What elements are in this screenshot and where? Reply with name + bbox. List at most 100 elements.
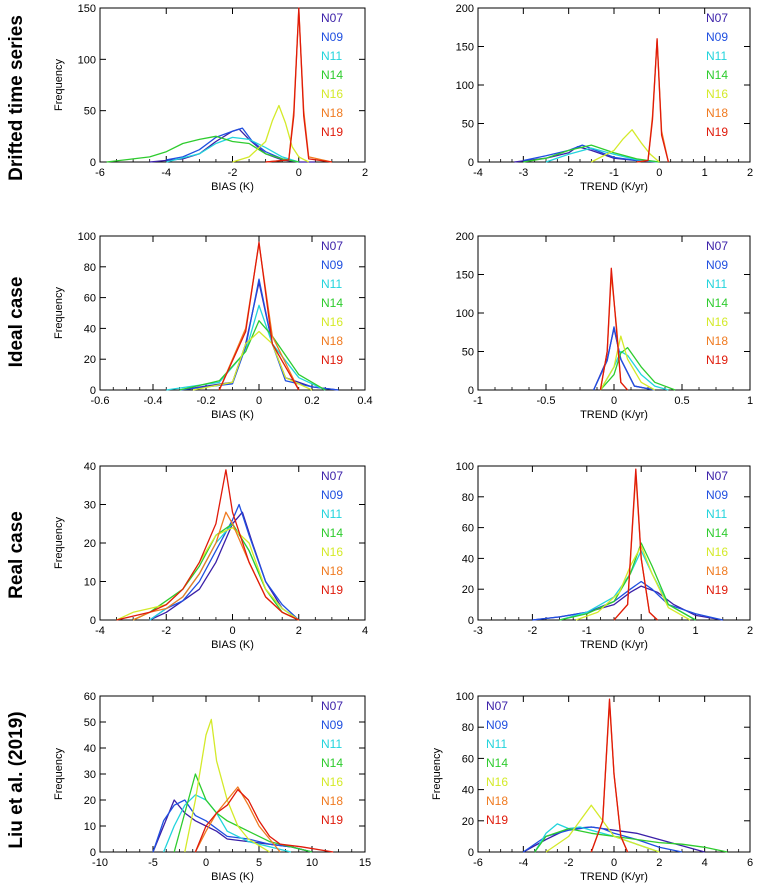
x-tick-label: 2 [362, 167, 368, 179]
series-line-n19 [194, 788, 334, 853]
legend-entry-n19: N19 [321, 583, 343, 597]
x-tick-label: -0.5 [537, 395, 556, 407]
x-tick-label: -3 [518, 167, 528, 179]
chart-panel-7: -10 -5 0 5 10 15 0 10 20 30 40 50 60 BIAS (K) Frequenc… [53, 691, 371, 883]
chart-panel-4: -1 -0.5 0 0.5 1 0 50 100 150 200 TREND (K/yr) N07 N0… [456, 231, 753, 421]
legend-entry-n11: N11 [706, 277, 727, 291]
y-tick-label: 80 [462, 722, 474, 734]
y-tick-label: 0 [90, 615, 96, 627]
y-tick-label: 20 [84, 795, 96, 807]
y-tick-label: 50 [462, 347, 474, 359]
series-line-n16 [192, 330, 313, 391]
legend-entry-n16: N16 [321, 315, 343, 329]
x-tick-label: -6 [473, 857, 483, 869]
series-line-n19 [590, 698, 629, 853]
y-tick-label: 150 [456, 270, 474, 282]
x-tick-label: -4 [473, 167, 483, 179]
x-tick-label: 2 [747, 625, 753, 637]
x-axis-label: TREND (K/yr) [580, 181, 648, 193]
legend-entry-n07: N07 [486, 699, 508, 713]
legend-entry-n11: N11 [706, 49, 727, 63]
y-axis-label: Frequency [53, 59, 65, 111]
legend-entry-n09: N09 [321, 718, 343, 732]
y-tick-label: 200 [456, 231, 474, 243]
legend-entry-n11: N11 [321, 277, 342, 291]
x-tick-label: -4 [95, 625, 105, 637]
y-tick-label: 40 [84, 323, 96, 335]
y-tick-label: 30 [84, 769, 96, 781]
x-tick-label: 0.4 [357, 395, 372, 407]
legend-entry-n11: N11 [321, 507, 342, 521]
y-tick-label: 80 [84, 262, 96, 274]
series-line-n16 [184, 718, 270, 853]
series-line-n11 [162, 794, 291, 853]
series-line-n16 [116, 526, 300, 621]
x-tick-label: 1 [747, 395, 753, 407]
x-tick-label: 4 [702, 857, 708, 869]
legend-entry-n14: N14 [706, 68, 728, 82]
x-tick-label: 0 [256, 395, 262, 407]
x-tick-label: -6 [95, 167, 105, 179]
legend-entry-n11: N11 [706, 507, 727, 521]
legend-entry-n14: N14 [321, 296, 343, 310]
series-line-n09 [149, 503, 300, 621]
x-axis-label: TREND (K/yr) [580, 639, 648, 651]
x-tick-label: 0 [638, 625, 644, 637]
y-tick-label: 100 [456, 308, 474, 320]
series-line-n18 [613, 473, 658, 621]
legend-entry-n16: N16 [486, 775, 508, 789]
x-tick-label: -2 [161, 625, 171, 637]
y-tick-label: 60 [84, 691, 96, 703]
y-tick-label: 20 [84, 538, 96, 550]
series-line-n19 [636, 38, 670, 163]
y-tick-label: 100 [456, 461, 474, 473]
x-tick-label: 4 [362, 625, 368, 637]
x-tick-label: -4 [518, 857, 528, 869]
y-tick-label: 30 [84, 500, 96, 512]
x-tick-label: 6 [747, 857, 753, 869]
y-axis-label: Frequency [53, 287, 65, 339]
legend-entry-n18: N18 [706, 564, 728, 578]
row-label-ideal: Ideal case [6, 277, 27, 368]
series-line-n09 [523, 144, 660, 163]
y-tick-label: 40 [84, 743, 96, 755]
y-tick-label: 20 [462, 816, 474, 828]
legend-entry-n16: N16 [706, 87, 728, 101]
legend-entry-n19: N19 [321, 813, 343, 827]
series-line-n09 [166, 127, 299, 163]
legend-entry-n09: N09 [706, 488, 728, 502]
y-tick-label: 60 [462, 753, 474, 765]
legend-entry-n11: N11 [321, 49, 342, 63]
x-axis-label: TREND (K/yr) [580, 871, 648, 883]
series-line-n16 [232, 104, 309, 163]
y-tick-label: 100 [78, 54, 96, 66]
legend-entry-n07: N07 [706, 11, 728, 25]
x-tick-label: 10 [306, 857, 318, 869]
series-line-n19 [613, 468, 658, 621]
chart-panel-1: -6 -4 -2 0 2 0 50 100 150 BIAS (K) Frequency N07 N09… [53, 3, 368, 193]
series-line-n11 [166, 136, 299, 163]
series-line-n14 [173, 773, 313, 853]
legend-entry-n14: N14 [706, 526, 728, 540]
y-tick-label: 0 [90, 847, 96, 859]
y-tick-label: 100 [456, 80, 474, 92]
legend-entry-n09: N09 [706, 258, 728, 272]
x-axis-label: TREND (K/yr) [580, 409, 648, 421]
series-line-n19 [599, 267, 629, 391]
series-line-n14 [559, 542, 696, 621]
series-line-n19 [265, 7, 332, 163]
y-tick-label: 150 [78, 3, 96, 15]
x-tick-label: 0 [203, 857, 209, 869]
y-tick-label: 0 [90, 385, 96, 397]
legend-entry-n07: N07 [321, 699, 343, 713]
x-tick-label: -0.6 [91, 395, 110, 407]
x-tick-label: 2 [747, 167, 753, 179]
legend-entry-n18: N18 [706, 334, 728, 348]
legend-entry-n14: N14 [321, 526, 343, 540]
x-tick-label: -5 [148, 857, 158, 869]
x-tick-label: 0 [656, 167, 662, 179]
series-line-n14 [106, 135, 299, 163]
x-tick-label: -2 [528, 625, 538, 637]
x-axis-label: BIAS (K) [211, 409, 254, 421]
